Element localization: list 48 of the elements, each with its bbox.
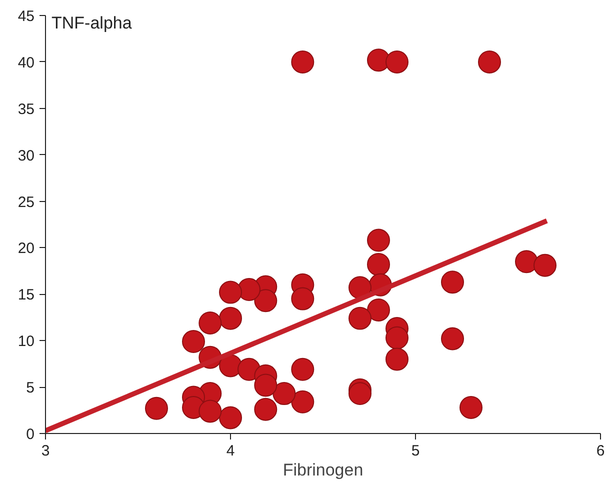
x-tick-label: 3: [41, 442, 50, 460]
point: [441, 270, 464, 294]
point: [219, 280, 242, 304]
point: [291, 358, 314, 381]
y-axis-title: TNF-alpha: [52, 14, 132, 32]
point: [534, 254, 556, 277]
point: [291, 287, 314, 310]
y-tick-label: 0: [26, 426, 34, 443]
point: [348, 306, 372, 330]
point: [219, 306, 242, 330]
y-tick-label: 10: [18, 333, 35, 350]
point: [367, 252, 390, 276]
point: [478, 50, 501, 74]
point: [386, 50, 408, 74]
point: [198, 311, 222, 334]
point: [145, 396, 168, 420]
point: [182, 330, 205, 354]
point: [386, 326, 408, 350]
y-tick-label: 25: [18, 194, 35, 211]
y-tick-label: 30: [18, 147, 35, 164]
y-tick-label: 45: [18, 8, 35, 25]
y-tick-label: 20: [18, 240, 35, 258]
point: [515, 250, 538, 274]
point: [238, 278, 260, 301]
point: [198, 400, 222, 423]
point: [386, 348, 408, 371]
point: [348, 382, 372, 406]
point: [291, 50, 314, 74]
y-tick-label: 15: [18, 286, 35, 304]
x-axis-title: Fibrinogen: [282, 460, 364, 480]
point: [460, 396, 482, 419]
point: [441, 327, 464, 350]
point: [254, 398, 278, 421]
point: [272, 382, 296, 406]
point: [254, 289, 278, 312]
y-tick-label: 5: [26, 380, 34, 397]
point: [348, 276, 372, 300]
point: [367, 228, 390, 252]
x-tick-label: 6: [596, 442, 605, 460]
point: [219, 406, 242, 430]
x-tick-label: 4: [226, 442, 235, 460]
point: [291, 390, 314, 414]
point: [367, 48, 390, 72]
y-tick-label: 35: [18, 100, 35, 118]
y-tick-label: 40: [18, 54, 35, 72]
x-tick-label: 5: [411, 442, 420, 460]
point: [367, 298, 390, 322]
point: [254, 374, 278, 397]
